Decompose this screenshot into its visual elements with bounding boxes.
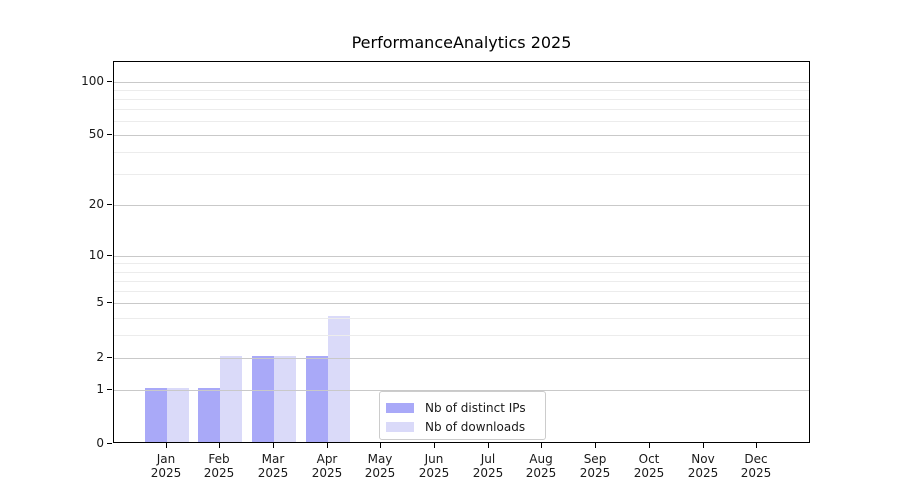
- x-axis-tick-label: Apr 2025: [311, 452, 343, 480]
- bar-distinct-ips-mar: [252, 356, 274, 442]
- x-tick-mark: [219, 443, 220, 448]
- legend: Nb of distinct IPs Nb of downloads: [379, 391, 546, 440]
- x-axis-tick-label: Oct 2025: [633, 452, 665, 480]
- y-tick-mark: [107, 302, 112, 303]
- y-axis-tick-label: 50: [88, 127, 104, 141]
- y-axis-tick-label: 0: [96, 436, 104, 450]
- x-tick-mark: [488, 443, 489, 448]
- y-tick-mark: [107, 255, 112, 256]
- bars-layer: [114, 62, 809, 442]
- plot-area: Nb of distinct IPs Nb of downloads: [113, 61, 810, 443]
- x-tick-mark: [649, 443, 650, 448]
- y-axis-tick-label: 100: [81, 74, 104, 88]
- y-axis-tick-label: 1: [96, 382, 104, 396]
- x-tick-mark: [166, 443, 167, 448]
- x-axis-tick-label: Jun 2025: [418, 452, 450, 480]
- x-axis-tick-label: Dec 2025: [740, 452, 772, 480]
- x-axis-tick-label: Nov 2025: [687, 452, 719, 480]
- y-tick-mark: [107, 389, 112, 390]
- x-axis-tick-label: Aug 2025: [525, 452, 557, 480]
- legend-swatch-distinct-ips: [386, 402, 414, 413]
- x-axis-tick-label: May 2025: [364, 452, 396, 480]
- legend-label-downloads: Nb of downloads: [425, 419, 526, 434]
- x-tick-mark: [273, 443, 274, 448]
- y-axis-tick-label: 20: [88, 197, 104, 211]
- legend-swatch-downloads: [386, 421, 414, 432]
- x-tick-mark: [756, 443, 757, 448]
- y-tick-mark: [107, 134, 112, 135]
- legend-item-downloads: Nb of downloads: [386, 417, 545, 436]
- bar-downloads-mar: [274, 356, 296, 442]
- bar-downloads-feb: [220, 356, 242, 442]
- x-tick-mark: [595, 443, 596, 448]
- chart-title: PerformanceAnalytics 2025: [351, 33, 572, 52]
- legend-label-distinct-ips: Nb of distinct IPs: [425, 400, 526, 415]
- x-tick-mark: [541, 443, 542, 448]
- bar-distinct-ips-feb: [198, 388, 220, 442]
- x-tick-mark: [703, 443, 704, 448]
- bar-downloads-jan: [167, 388, 189, 442]
- legend-item-distinct-ips: Nb of distinct IPs: [386, 398, 545, 417]
- bar-distinct-ips-apr: [306, 356, 328, 442]
- y-axis-tick-label: 10: [88, 248, 104, 262]
- bar-downloads-apr: [328, 316, 350, 442]
- x-axis-tick-label: Mar 2025: [257, 452, 289, 480]
- x-tick-mark: [327, 443, 328, 448]
- x-tick-mark: [434, 443, 435, 448]
- y-tick-mark: [107, 443, 112, 444]
- x-tick-mark: [380, 443, 381, 448]
- x-axis-tick-label: Jul 2025: [472, 452, 504, 480]
- y-axis-tick-label: 5: [96, 295, 104, 309]
- x-axis-tick-label: Jan 2025: [150, 452, 182, 480]
- y-tick-mark: [107, 204, 112, 205]
- bar-distinct-ips-jan: [145, 388, 167, 442]
- y-axis-tick-label: 2: [96, 350, 104, 364]
- y-tick-mark: [107, 81, 112, 82]
- y-tick-mark: [107, 357, 112, 358]
- x-axis-tick-label: Feb 2025: [203, 452, 235, 480]
- x-axis-tick-label: Sep 2025: [579, 452, 611, 480]
